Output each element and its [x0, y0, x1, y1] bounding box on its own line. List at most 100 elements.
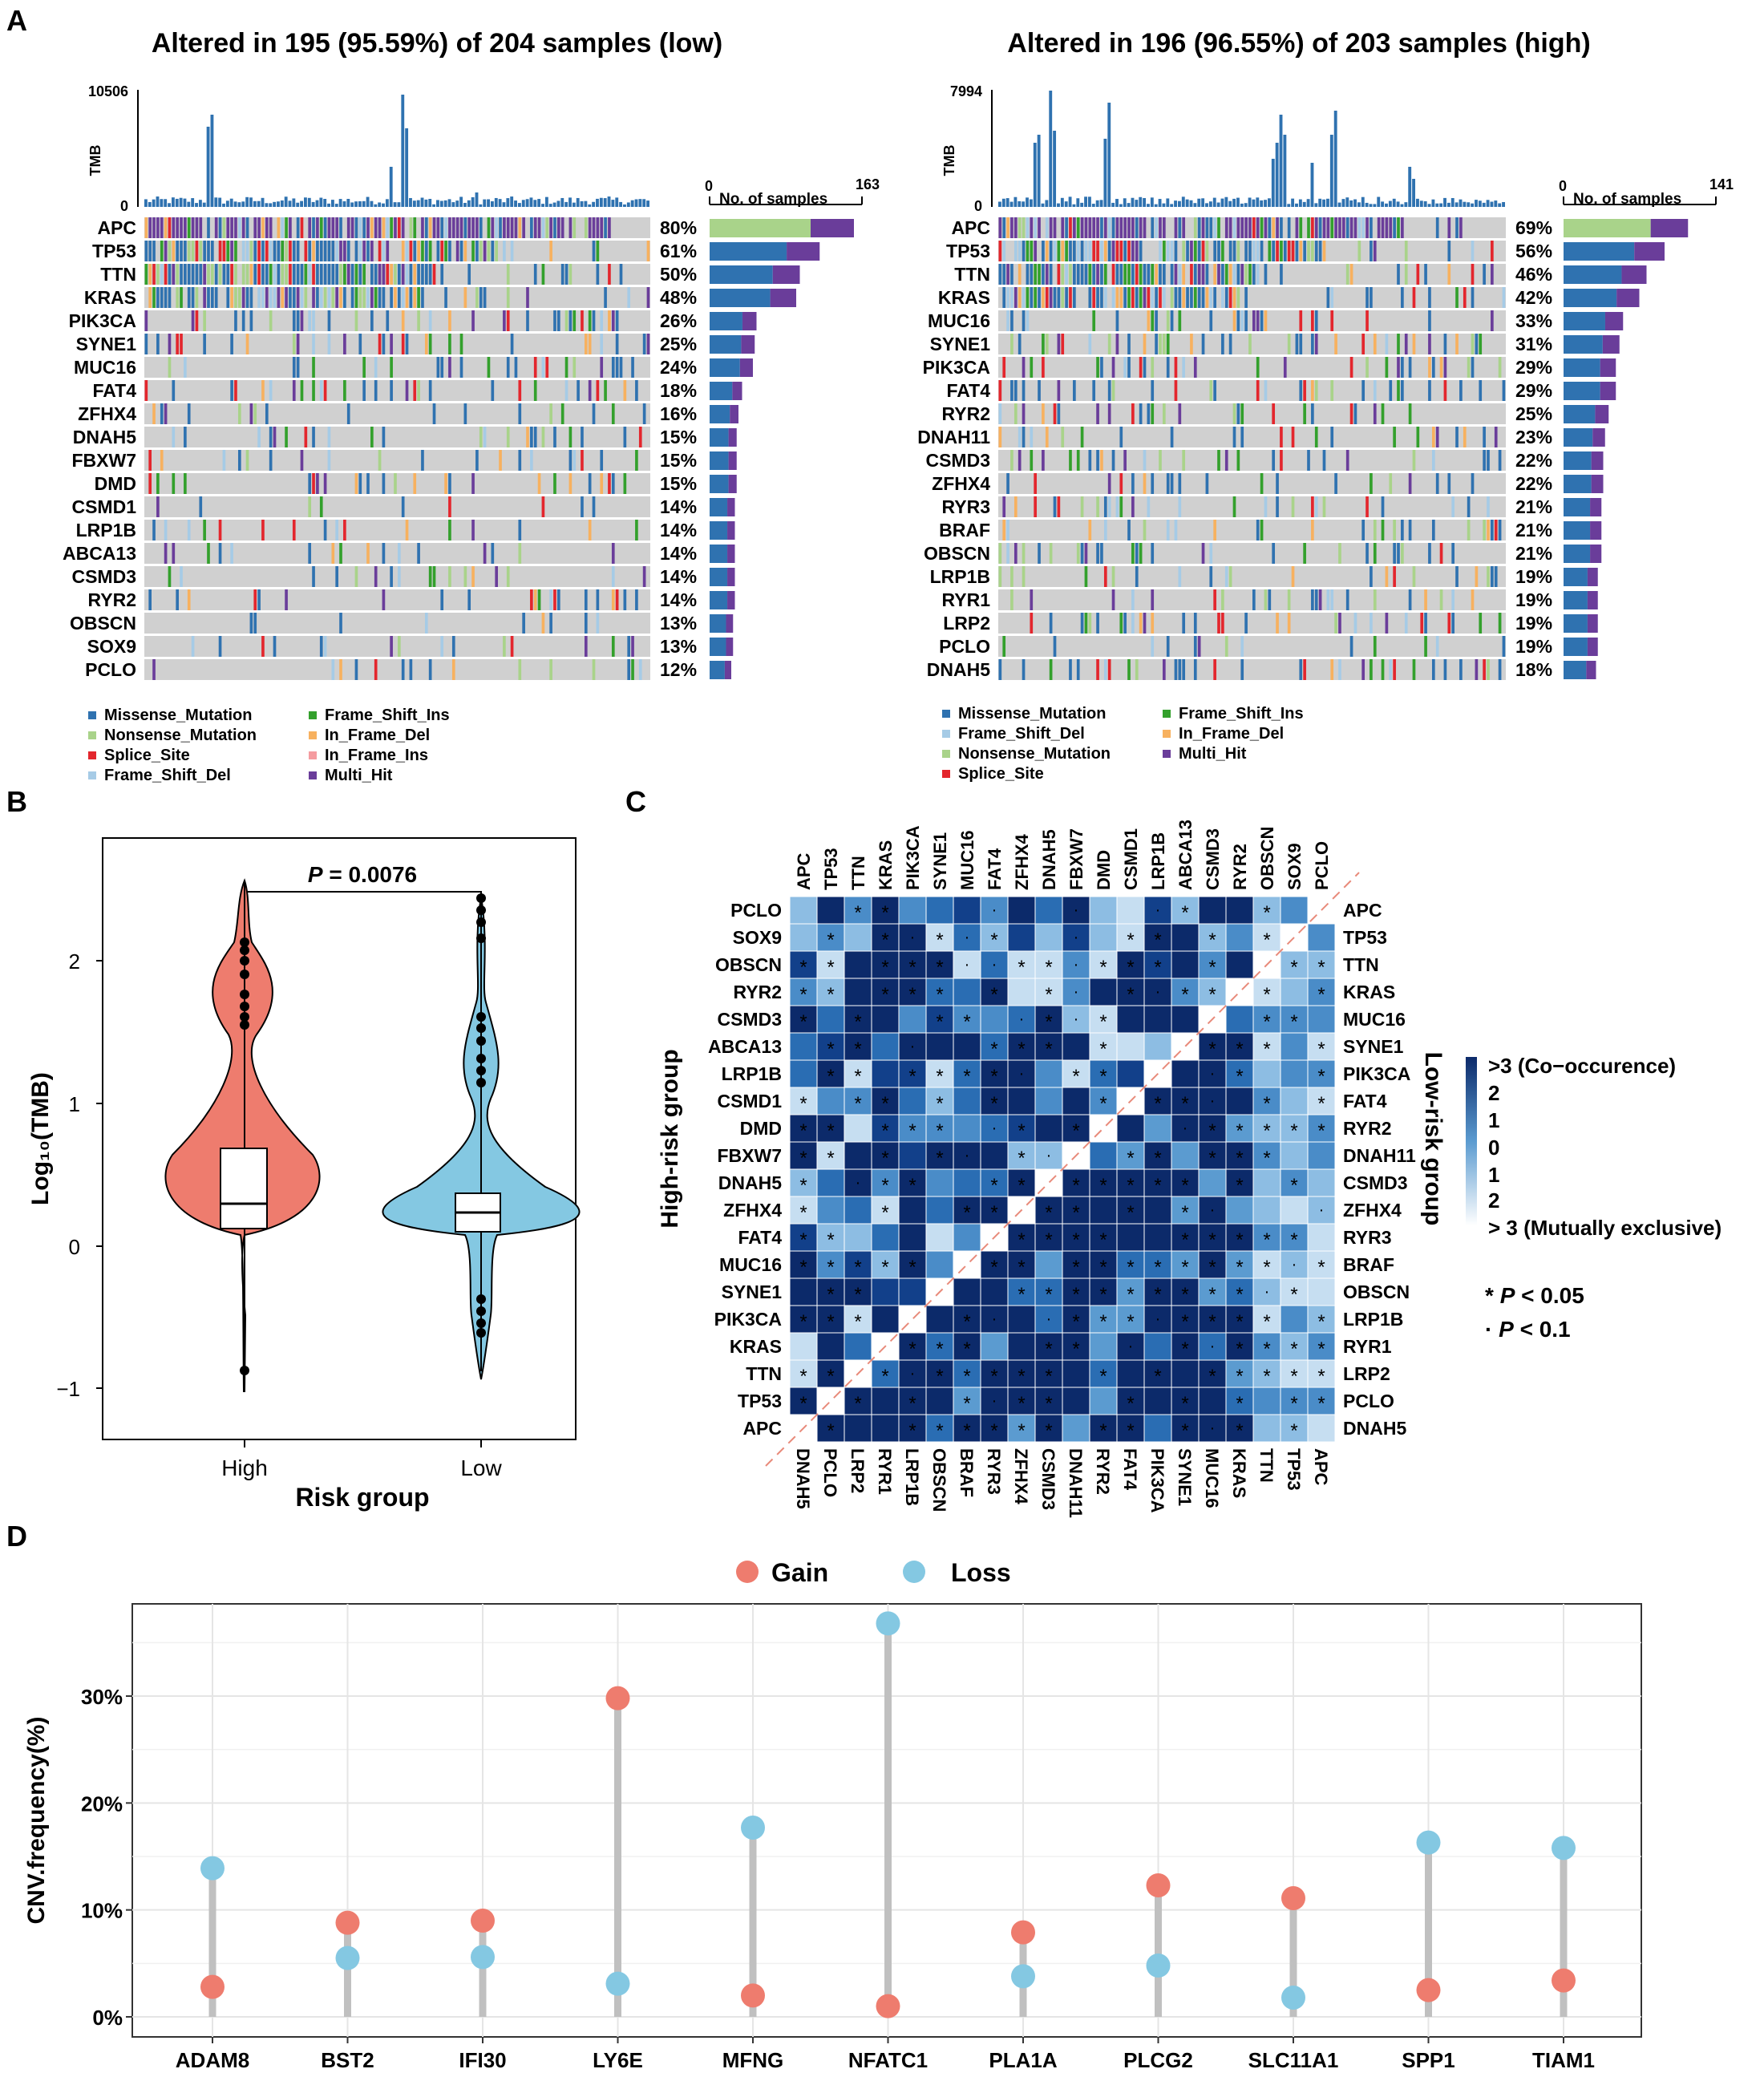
mutation-cell — [230, 334, 233, 354]
mutation-cell — [1487, 450, 1490, 471]
mutation-cell — [1088, 450, 1092, 471]
mutation-cell — [207, 241, 210, 261]
mutation-cell — [191, 636, 195, 657]
tmb-bar — [588, 204, 592, 207]
heatmap-cell — [1171, 1141, 1200, 1170]
heatmap-cell — [1198, 1414, 1227, 1443]
mutation-cell — [1299, 380, 1303, 401]
mutation-cell — [506, 287, 510, 308]
tmb-bar — [541, 204, 544, 207]
significance-star: * — [1208, 984, 1216, 1006]
tmb-bar — [156, 196, 160, 207]
mutation-cell — [249, 241, 253, 261]
mutation-cell — [1143, 287, 1147, 308]
mutation-cell — [1408, 403, 1412, 424]
tmb-bar — [630, 200, 634, 207]
mutation-cell — [230, 380, 233, 401]
mutation-cell — [1038, 287, 1041, 308]
mutation-cell — [1365, 543, 1369, 564]
mutation-cell — [1459, 659, 1463, 680]
mutation-cell — [1182, 217, 1186, 238]
mutation-cell — [1170, 427, 1174, 447]
mutation-cell — [401, 264, 405, 285]
tmb-bar — [584, 200, 588, 207]
mutation-cell — [370, 264, 374, 285]
mutation-cell — [214, 264, 218, 285]
mutation-cell — [316, 473, 319, 494]
mutation-cell — [253, 403, 257, 424]
heatmap-cell — [1116, 1114, 1145, 1143]
mutation-cell — [545, 357, 549, 378]
tmb-bar — [307, 197, 311, 207]
tmb-bar — [607, 196, 611, 207]
mutation-cell — [390, 334, 393, 354]
mutation-cell — [1287, 217, 1291, 238]
significance-star: * — [854, 1066, 861, 1087]
mutation-cell — [1018, 217, 1022, 238]
mutation-cell — [1330, 427, 1334, 447]
y-tick-label: 10% — [81, 1899, 123, 1923]
significance-dot: · — [1019, 1010, 1025, 1028]
loss-point — [200, 1856, 225, 1881]
significance-star: * — [936, 984, 943, 1006]
tmb-bar — [514, 200, 517, 207]
mutation-cell — [600, 357, 604, 378]
tmb-bar — [284, 196, 288, 207]
significance-star: * — [1018, 1393, 1025, 1415]
mutation-cell — [631, 659, 634, 680]
mutation-cell — [285, 264, 288, 285]
heatmap-cell — [816, 1114, 845, 1143]
gene-percent: 21% — [1515, 543, 1552, 564]
mutation-cell — [1084, 613, 1088, 634]
mutation-cell — [1404, 241, 1408, 261]
mutation-cell — [1361, 380, 1365, 401]
loss-point — [1011, 1964, 1035, 1989]
significance-star: * — [1045, 1011, 1052, 1033]
gene-row-background — [998, 287, 1506, 308]
heatmap-cell — [953, 1414, 981, 1443]
heatmap-cell — [1007, 1141, 1036, 1170]
left-gene-label: ABCA13 — [708, 1036, 782, 1057]
mutation-cell — [409, 217, 413, 238]
mutation-cell — [343, 241, 346, 261]
top-gene-label: PCLO — [1312, 841, 1332, 890]
mutation-cell — [1303, 380, 1306, 401]
tmb-bar — [1381, 201, 1385, 207]
gene-row-background — [144, 380, 650, 401]
mutation-cell — [327, 310, 331, 331]
mutation-cell — [1201, 543, 1205, 564]
heatmap-cell — [1116, 1059, 1145, 1088]
mutation-cell — [1143, 217, 1147, 238]
legend-p-005: * P < 0.05 — [1485, 1283, 1584, 1308]
mutation-cell — [1236, 287, 1240, 308]
mutation-cell — [518, 217, 522, 238]
mutation-cell — [214, 217, 218, 238]
heatmap-cell — [1252, 1059, 1281, 1088]
mutation-cell — [1143, 264, 1147, 285]
gene-label: CSMD3 — [925, 450, 990, 471]
significance-star: * — [1154, 929, 1161, 951]
mutation-cell — [1385, 334, 1389, 354]
heatmap-cell — [1280, 1250, 1309, 1279]
mutation-cell — [1272, 241, 1276, 261]
mutation-cell — [1049, 217, 1053, 238]
significance-star: * — [1127, 1175, 1134, 1196]
mutation-cell — [1353, 403, 1357, 424]
tmb-bar — [1045, 200, 1049, 207]
tmb-bar — [634, 199, 638, 207]
mutation-cell — [1115, 496, 1119, 517]
mutation-cell — [374, 287, 378, 308]
x-tick-label: PLA1A — [989, 2048, 1057, 2072]
mutation-cell — [316, 264, 319, 285]
mutation-cell — [1139, 357, 1143, 378]
mutation-cell — [1221, 613, 1224, 634]
right-gene-label: DNAH5 — [1343, 1418, 1406, 1439]
mutation-cell — [588, 217, 592, 238]
significance-star: * — [1263, 1257, 1270, 1278]
mutation-cell — [1107, 217, 1111, 238]
tmb-bar — [342, 201, 346, 207]
left-gene-label: LRP1B — [722, 1063, 782, 1084]
top-gene-label: TP53 — [821, 848, 841, 890]
mutation-cell — [1232, 496, 1236, 517]
